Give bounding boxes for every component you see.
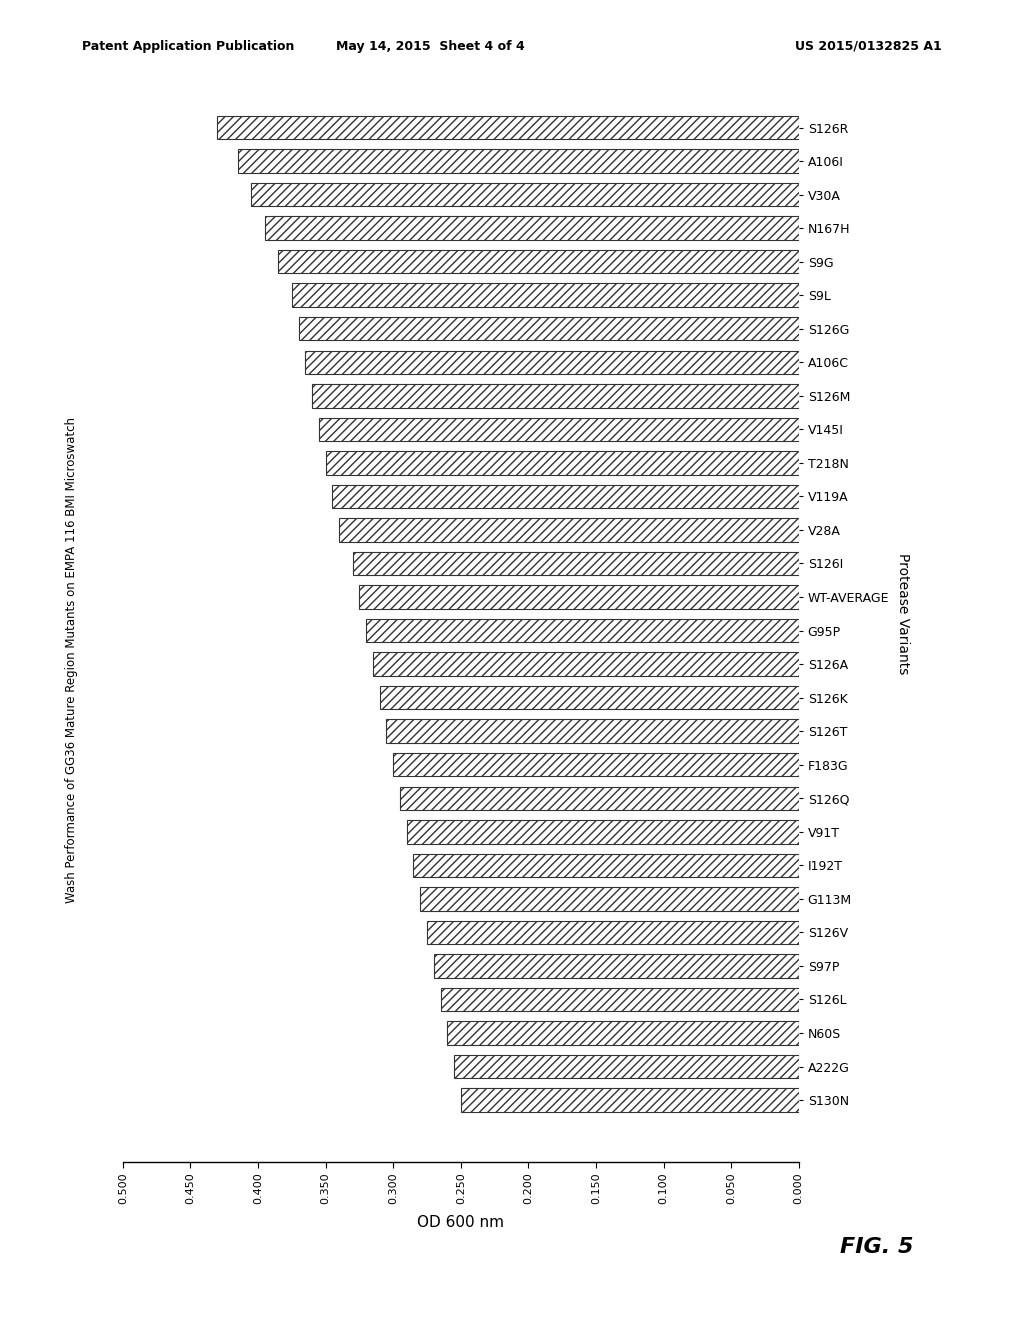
Bar: [373, 652, 799, 676]
Bar: [305, 351, 799, 374]
Bar: [420, 887, 799, 911]
Bar: [312, 384, 799, 408]
Bar: [352, 552, 799, 576]
Bar: [407, 820, 799, 843]
Bar: [318, 417, 799, 441]
Text: Wash Performance of GG36 Mature Region Mutants on EMPA 116 BMI Microswatch: Wash Performance of GG36 Mature Region M…: [66, 417, 78, 903]
Bar: [265, 216, 799, 240]
Bar: [292, 284, 799, 308]
Bar: [238, 149, 799, 173]
Bar: [440, 987, 799, 1011]
Bar: [414, 854, 799, 876]
Text: Patent Application Publication: Patent Application Publication: [82, 40, 294, 53]
Text: FIG. 5: FIG. 5: [840, 1237, 913, 1258]
Bar: [339, 519, 799, 541]
Bar: [359, 585, 799, 609]
Bar: [461, 1088, 799, 1111]
Bar: [393, 752, 799, 776]
Bar: [279, 249, 799, 273]
Bar: [380, 686, 799, 709]
Bar: [299, 317, 799, 341]
Bar: [434, 954, 799, 978]
Bar: [400, 787, 799, 810]
Bar: [251, 183, 799, 206]
Bar: [217, 116, 799, 140]
Bar: [447, 1022, 799, 1044]
Bar: [333, 484, 799, 508]
Text: May 14, 2015  Sheet 4 of 4: May 14, 2015 Sheet 4 of 4: [336, 40, 524, 53]
Y-axis label: Protease Variants: Protease Variants: [896, 553, 910, 675]
X-axis label: OD 600 nm: OD 600 nm: [418, 1214, 504, 1230]
Text: US 2015/0132825 A1: US 2015/0132825 A1: [796, 40, 942, 53]
Bar: [427, 920, 799, 944]
Bar: [326, 451, 799, 475]
Bar: [367, 619, 799, 643]
Bar: [386, 719, 799, 743]
Bar: [454, 1055, 799, 1078]
